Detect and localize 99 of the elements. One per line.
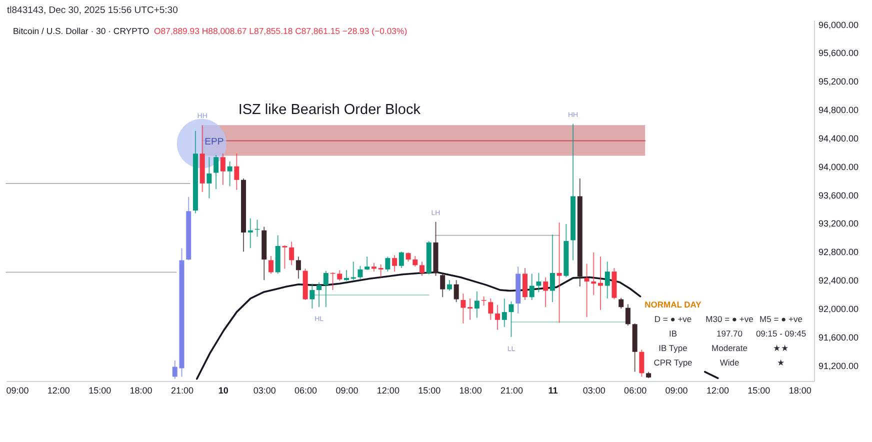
annotation: Wide (720, 357, 740, 368)
x-tick-label: 10 (218, 386, 228, 396)
x-tick-label: 18:00 (130, 386, 152, 396)
candlestick (385, 256, 390, 272)
y-tick-label: 91,200.00 (818, 360, 859, 371)
candlestick (227, 160, 232, 187)
x-tick-label: 11 (548, 386, 558, 396)
y-tick-label: 94,400.00 (818, 133, 859, 144)
annotation: M5 = ● +ve (760, 314, 803, 324)
candlestick (323, 270, 328, 308)
y-tick-label: 92,000.00 (818, 304, 859, 314)
text: O87,889.93 H88,008.67 L87,855.18 C87,861.15 −28.93 (−0.03%) (154, 26, 408, 36)
candlestick (358, 265, 363, 280)
candlestick (604, 261, 610, 300)
candlestick (543, 276, 548, 308)
y-tick-label: 95,200.00 (818, 76, 859, 87)
candlestick (344, 270, 349, 282)
candlestick (364, 256, 370, 271)
y-tick-label: 92,800.00 (818, 247, 859, 258)
candlestick (468, 298, 473, 320)
candlestick (460, 293, 466, 324)
x-tick-label: 18:00 (459, 386, 482, 396)
candlestick (214, 154, 219, 190)
candlestick (378, 264, 384, 278)
text: tl843143, Dec 30, 2025 15:56 UTC+5:30 (7, 5, 178, 16)
annotation: CPR Type (654, 357, 693, 368)
candlestick (502, 298, 507, 328)
x-tick-label: 12:00 (376, 386, 400, 396)
candlestick (529, 273, 534, 300)
x-tick-label: 06:00 (624, 386, 647, 396)
candlestick (454, 280, 459, 303)
candlestick (289, 241, 294, 266)
candlestick (206, 156, 212, 199)
text: Bitcoin / U.S. Dollar · 30 · CRYPTO (13, 26, 150, 36)
candlestick (639, 349, 644, 378)
y-tick-label: 93,600.00 (818, 190, 859, 200)
x-tick-label: 15:00 (88, 386, 112, 396)
candlestick (234, 153, 240, 190)
annotation: Moderate (712, 342, 748, 353)
candlestick (495, 304, 500, 330)
candlestick (584, 263, 590, 318)
annotation: IB Type (658, 342, 688, 353)
x-tick-label: 03:00 (253, 386, 276, 396)
candlestick (536, 272, 542, 293)
candlestick (350, 261, 356, 281)
annotation: NORMAL DAY (644, 300, 702, 310)
y-tick-label: 94,000.00 (818, 162, 859, 172)
annotation: ★ (777, 357, 785, 368)
y-tick-label: 94,800.00 (818, 105, 859, 116)
candlestick (618, 297, 624, 310)
candlestick (556, 222, 562, 324)
candlestick (440, 272, 446, 298)
x-tick-label: 12:00 (706, 386, 729, 396)
annotation: D = ● +ve (654, 314, 692, 324)
x-tick-label: 03:00 (582, 386, 606, 396)
candlestick (508, 300, 514, 338)
y-tick-label: 92,400.00 (818, 276, 859, 286)
candlestick (412, 255, 418, 268)
series-label: ISZ like Bearish Order Block (238, 102, 422, 118)
candlestick (316, 282, 322, 308)
x-tick-label: 15:00 (748, 386, 770, 396)
y-tick-label: 95,600.00 (818, 48, 859, 58)
x-tick-label: 21:00 (170, 386, 194, 396)
candlestick (268, 255, 274, 274)
candlestick (398, 251, 404, 269)
candlestick (591, 252, 596, 296)
x-tick-label: 06:00 (294, 386, 318, 396)
y-tick-label: 96,000.00 (818, 20, 859, 30)
candlestick (598, 256, 603, 310)
candlestick (446, 280, 452, 292)
annotation: ★★ (773, 342, 789, 353)
candlestick (522, 268, 528, 300)
candlestick (337, 270, 342, 282)
series-label: EPP (204, 136, 224, 148)
x-tick-label: 21:00 (500, 386, 524, 396)
x-tick-label: 12:00 (47, 386, 70, 396)
x-tick-label: 09:00 (665, 386, 688, 396)
candlestick (296, 256, 301, 280)
annotation: M30 = ● +ve (706, 314, 754, 324)
candlestick (282, 244, 288, 270)
candlestick (248, 218, 253, 249)
y-tick-label: 91,600.00 (818, 332, 859, 342)
candlestick (488, 298, 494, 320)
candlestick (392, 254, 398, 272)
annotation: 09:15 - 09:45 (756, 328, 806, 338)
x-tick-label: 15:00 (418, 386, 441, 396)
candlestick (420, 261, 425, 276)
annotation: IB (668, 328, 678, 338)
candlestick (220, 153, 226, 186)
y-tick-label: 93,200.00 (818, 218, 859, 229)
x-tick-label: 18:00 (788, 386, 812, 396)
candlestick (474, 290, 480, 318)
candlestick (406, 252, 411, 262)
candlestick (550, 234, 555, 303)
annotation: 197.70 (716, 328, 743, 338)
candlestick (625, 304, 630, 326)
x-tick-label: 09:00 (6, 386, 29, 396)
candlestick (310, 283, 315, 310)
x-tick-label: 09:00 (336, 386, 358, 396)
